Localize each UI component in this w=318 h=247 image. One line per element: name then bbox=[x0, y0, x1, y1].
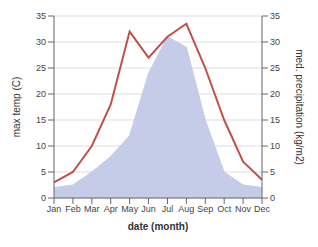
svg-text:Jul: Jul bbox=[162, 204, 174, 214]
svg-text:10: 10 bbox=[270, 141, 280, 151]
svg-text:0: 0 bbox=[41, 193, 46, 203]
svg-text:25: 25 bbox=[36, 63, 46, 73]
svg-text:Apr: Apr bbox=[104, 204, 118, 214]
svg-text:5: 5 bbox=[270, 167, 275, 177]
svg-text:Jun: Jun bbox=[141, 204, 156, 214]
svg-text:Aug: Aug bbox=[178, 204, 194, 214]
svg-text:20: 20 bbox=[270, 89, 280, 99]
svg-text:25: 25 bbox=[270, 63, 280, 73]
svg-text:date (month): date (month) bbox=[128, 221, 189, 232]
svg-text:0: 0 bbox=[270, 193, 275, 203]
svg-text:Sep: Sep bbox=[197, 204, 213, 214]
svg-text:Jan: Jan bbox=[47, 204, 62, 214]
svg-text:med. precipitation (kg/m2): med. precipitation (kg/m2) bbox=[294, 49, 305, 165]
svg-text:Nov: Nov bbox=[235, 204, 252, 214]
svg-text:30: 30 bbox=[36, 37, 46, 47]
svg-text:20: 20 bbox=[36, 89, 46, 99]
svg-text:May: May bbox=[121, 204, 139, 214]
svg-text:Dec: Dec bbox=[254, 204, 271, 214]
svg-text:30: 30 bbox=[270, 37, 280, 47]
svg-text:15: 15 bbox=[270, 115, 280, 125]
svg-text:10: 10 bbox=[36, 141, 46, 151]
svg-text:max temp (C): max temp (C) bbox=[11, 77, 22, 138]
svg-text:Oct: Oct bbox=[217, 204, 232, 214]
svg-text:Feb: Feb bbox=[65, 204, 81, 214]
svg-text:5: 5 bbox=[41, 167, 46, 177]
svg-text:35: 35 bbox=[270, 11, 280, 21]
svg-text:Mar: Mar bbox=[84, 204, 100, 214]
svg-text:35: 35 bbox=[36, 11, 46, 21]
svg-text:15: 15 bbox=[36, 115, 46, 125]
